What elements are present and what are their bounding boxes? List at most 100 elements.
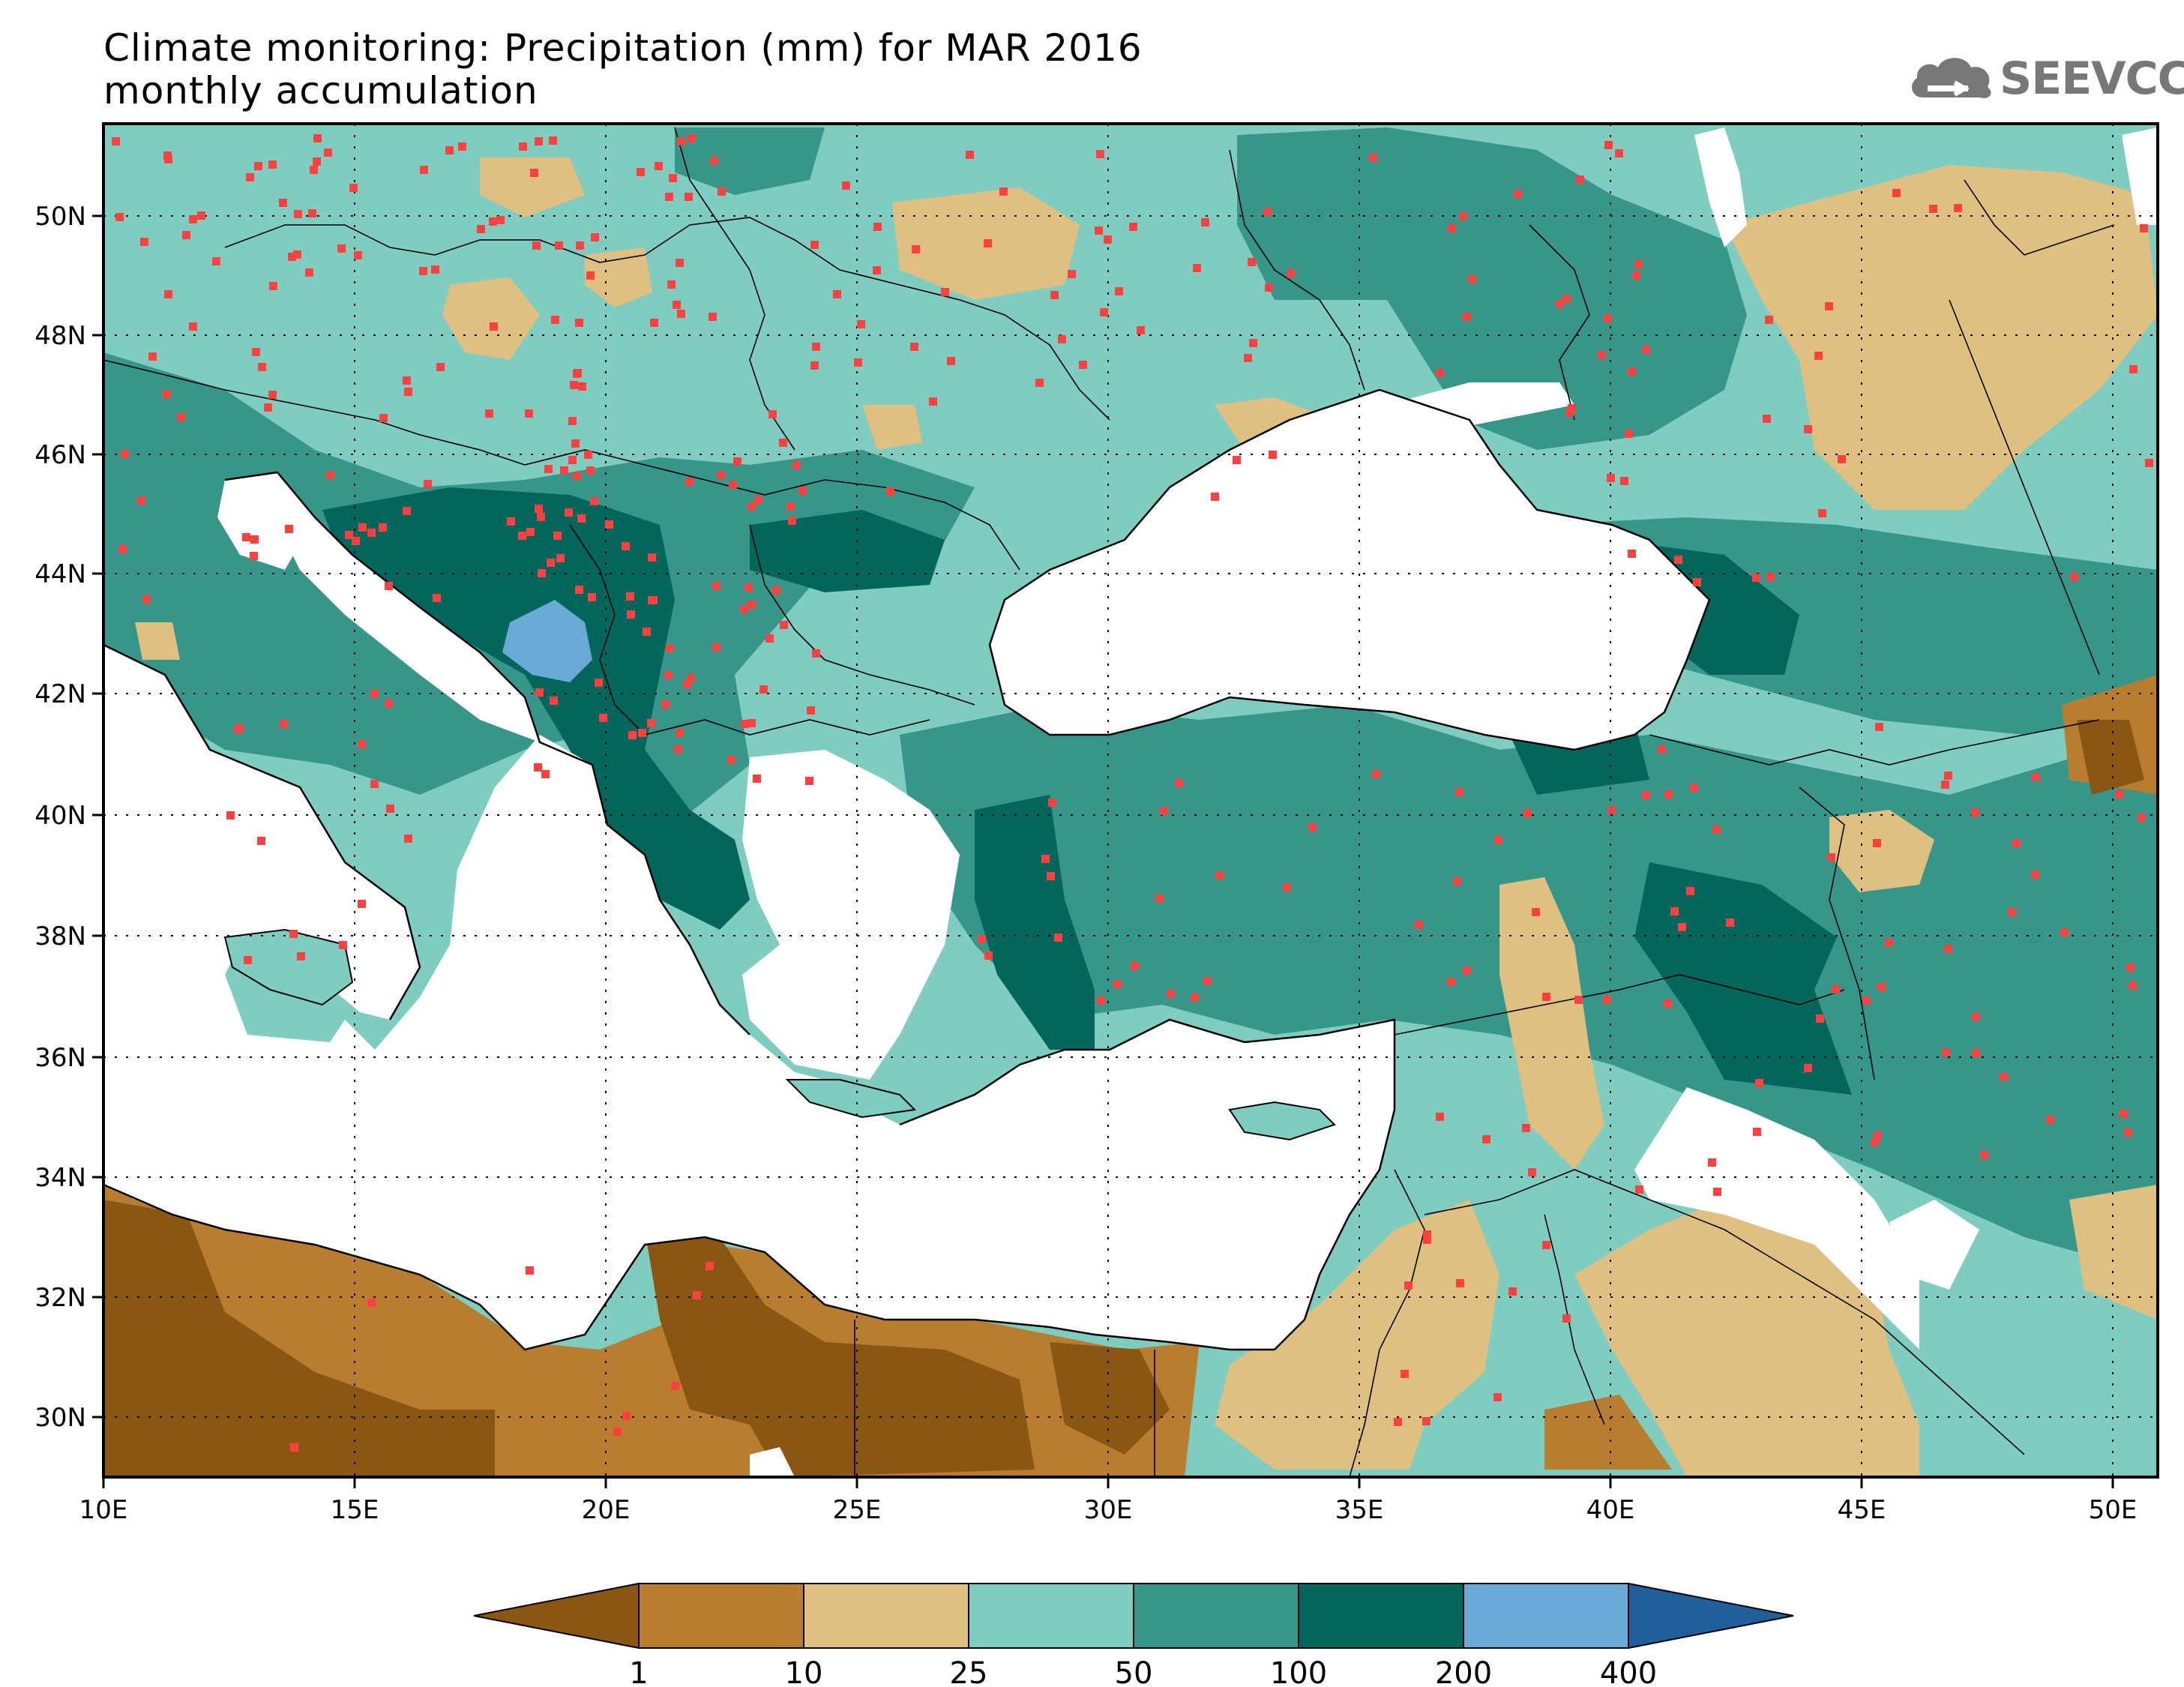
lon-label: 30E bbox=[1084, 1495, 1133, 1525]
station-marker bbox=[710, 157, 718, 165]
station-marker bbox=[1263, 208, 1272, 216]
station-marker bbox=[754, 496, 762, 504]
station-marker bbox=[648, 553, 656, 562]
station-marker bbox=[1642, 346, 1650, 354]
station-marker bbox=[379, 414, 388, 422]
station-marker bbox=[2129, 981, 2137, 990]
nodata-syria-desert bbox=[1634, 1087, 1919, 1350]
station-marker bbox=[1598, 351, 1606, 359]
station-marker bbox=[810, 361, 819, 370]
station-marker bbox=[873, 223, 882, 231]
zone-lt1-cyrenaica bbox=[645, 1230, 1035, 1477]
station-marker bbox=[740, 605, 748, 613]
station-marker bbox=[1203, 977, 1212, 985]
station-marker bbox=[121, 450, 129, 458]
station-marker bbox=[2126, 963, 2135, 972]
station-marker bbox=[1522, 1124, 1530, 1132]
station-marker bbox=[1508, 1287, 1517, 1296]
station-marker bbox=[1493, 1393, 1502, 1401]
station-marker bbox=[1058, 335, 1066, 343]
station-marker bbox=[280, 720, 288, 728]
station-marker bbox=[984, 239, 992, 247]
station-marker bbox=[419, 267, 427, 275]
station-marker bbox=[665, 193, 673, 201]
station-marker bbox=[1690, 784, 1698, 792]
station-marker bbox=[643, 628, 651, 636]
station-marker bbox=[1422, 1417, 1431, 1425]
station-marker bbox=[676, 259, 684, 267]
station-marker bbox=[182, 231, 190, 239]
coastlines bbox=[103, 388, 1711, 1351]
station-marker bbox=[570, 381, 578, 389]
station-marker bbox=[1944, 945, 1952, 953]
lat-label: 50N bbox=[34, 202, 86, 232]
station-marker bbox=[197, 211, 205, 220]
station-marker bbox=[544, 465, 553, 473]
station-marker bbox=[765, 634, 774, 643]
station-marker bbox=[1068, 270, 1076, 278]
station-markers bbox=[112, 134, 2153, 1452]
station-marker bbox=[289, 930, 298, 938]
station-marker bbox=[1115, 287, 1123, 295]
station-marker bbox=[1816, 1014, 1824, 1023]
station-marker bbox=[1615, 149, 1623, 157]
station-marker bbox=[810, 241, 819, 249]
lat-lon-grid bbox=[103, 124, 2158, 1477]
station-marker bbox=[1048, 799, 1056, 807]
station-marker bbox=[1603, 996, 1611, 1004]
station-marker bbox=[999, 187, 1008, 196]
station-marker bbox=[2031, 870, 2039, 879]
station-marker bbox=[688, 134, 696, 142]
station-marker bbox=[553, 532, 562, 540]
station-marker bbox=[1954, 204, 1962, 212]
station-marker bbox=[264, 403, 272, 412]
zone-10-25-syria-north bbox=[1499, 877, 1604, 1170]
zone-lt1-libya-west bbox=[103, 1200, 495, 1477]
station-marker bbox=[1404, 1281, 1413, 1290]
station-marker bbox=[575, 319, 583, 327]
station-marker bbox=[526, 1266, 534, 1275]
station-marker bbox=[622, 1412, 631, 1420]
adriatic-sea bbox=[232, 480, 540, 742]
station-marker bbox=[655, 162, 663, 170]
station-marker bbox=[1447, 978, 1455, 986]
station-marker bbox=[591, 233, 599, 241]
colorbar-segment-100-200 bbox=[1298, 1583, 1464, 1649]
station-marker bbox=[1113, 980, 1122, 988]
station-marker bbox=[805, 777, 813, 785]
station-marker bbox=[1635, 1185, 1643, 1194]
station-marker bbox=[772, 586, 780, 595]
station-marker bbox=[294, 210, 302, 218]
station-marker bbox=[212, 257, 220, 265]
nodata-north bbox=[1694, 127, 1747, 247]
station-marker bbox=[352, 537, 360, 545]
station-marker bbox=[2120, 1110, 2128, 1118]
colorbar-segment-25-50 bbox=[968, 1583, 1134, 1649]
lat-label: 46N bbox=[34, 440, 86, 470]
station-marker bbox=[1097, 996, 1105, 1005]
station-marker bbox=[490, 322, 498, 331]
station-marker bbox=[673, 301, 681, 309]
seevccc-logo: SEEVCCC bbox=[1908, 49, 2184, 109]
colorbar-label: 10 bbox=[785, 1656, 823, 1687]
station-marker bbox=[1308, 823, 1317, 832]
station-marker bbox=[1269, 451, 1277, 459]
station-marker bbox=[189, 322, 197, 331]
station-marker bbox=[807, 706, 815, 715]
station-marker bbox=[693, 1291, 701, 1299]
lon-label: 15E bbox=[331, 1495, 379, 1525]
station-marker bbox=[530, 169, 538, 177]
zone-50-100-poland bbox=[675, 127, 825, 195]
station-marker bbox=[324, 148, 332, 157]
station-marker bbox=[404, 835, 412, 843]
station-marker bbox=[177, 413, 185, 421]
station-marker bbox=[929, 397, 937, 406]
station-marker bbox=[576, 241, 584, 250]
station-marker bbox=[1752, 574, 1760, 582]
station-marker bbox=[1455, 788, 1463, 796]
station-marker bbox=[2138, 814, 2146, 822]
map-frame bbox=[102, 122, 2159, 1479]
station-marker bbox=[574, 369, 582, 377]
station-marker bbox=[112, 137, 120, 145]
station-marker bbox=[1625, 430, 1633, 438]
